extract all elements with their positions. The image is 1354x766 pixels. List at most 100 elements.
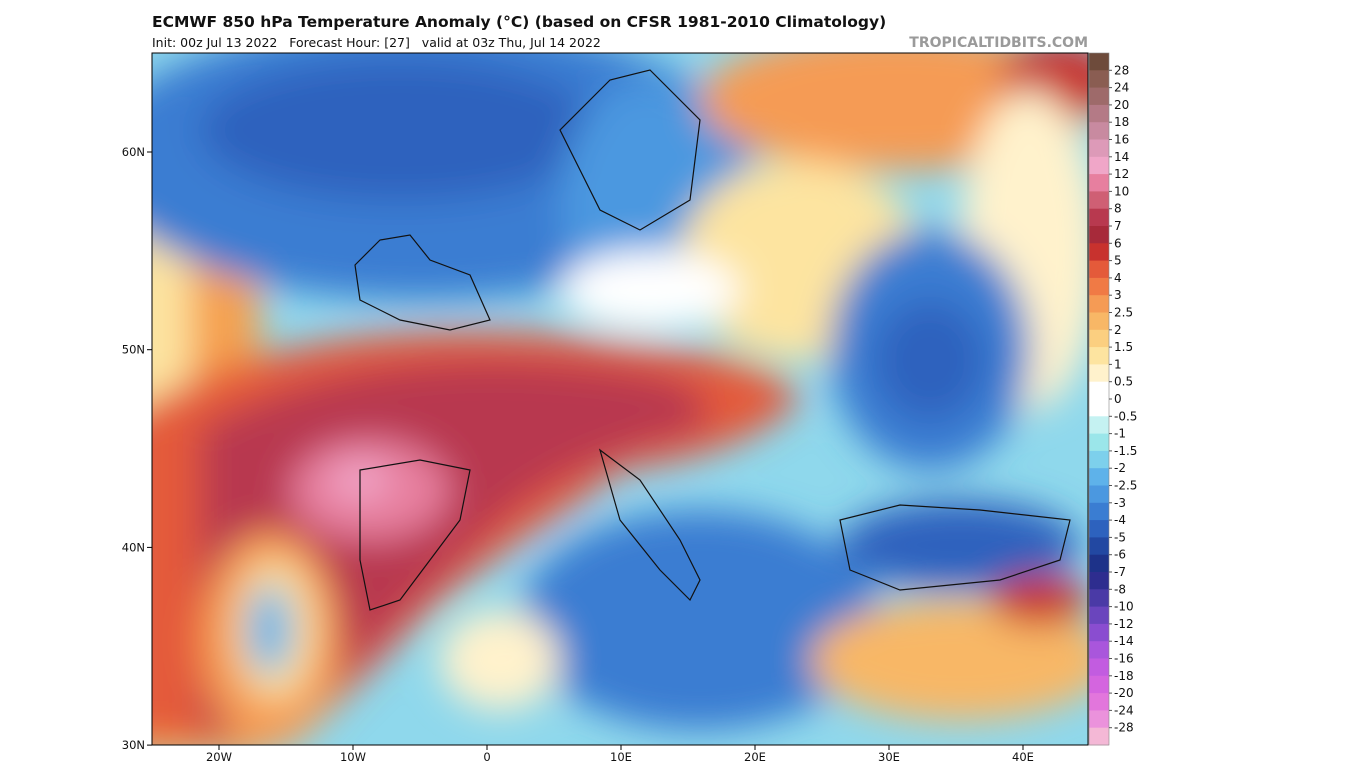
colorbar-label: -10 (1114, 600, 1134, 614)
field (200, 60, 600, 200)
colorbar-box (1089, 191, 1109, 210)
colorbar-box (1089, 243, 1109, 262)
colorbar-label: 18 (1114, 115, 1129, 129)
colorbar-label: -7 (1114, 565, 1126, 579)
colorbar-label: 3 (1114, 288, 1122, 302)
colorbar-box (1089, 623, 1109, 642)
colorbar-box (1089, 226, 1109, 244)
colorbar-box (1089, 174, 1109, 192)
coastline (598, 448, 701, 602)
credit: TROPICALTIDBITS.COM (909, 35, 1088, 51)
colorbar-label: 4 (1114, 271, 1122, 285)
lat-label: 30N (122, 738, 145, 752)
lat-label: 40N (122, 540, 145, 554)
colorbar-box (1089, 658, 1109, 677)
map (152, 53, 1088, 745)
colorbar-label: 2.5 (1114, 306, 1133, 320)
colorbar-label: 2 (1114, 323, 1122, 337)
subtitle: Init: 00z Jul 13 2022 Forecast Hour: [27… (152, 35, 601, 50)
colorbar-box (1089, 675, 1109, 694)
colorbar-box (1089, 347, 1109, 365)
colorbar-label: -16 (1114, 652, 1134, 666)
colorbar-box (1089, 329, 1109, 348)
colorbar-box (1089, 312, 1109, 331)
colorbar-box (1089, 87, 1109, 106)
colorbar-label: 10 (1114, 184, 1129, 198)
colorbar-label: 20 (1114, 98, 1129, 112)
colorbar-box (1089, 277, 1109, 296)
colorbar-label: 6 (1114, 236, 1122, 250)
colorbar-label: -20 (1114, 686, 1134, 700)
colorbar-label: 24 (1114, 81, 1129, 95)
colorbar-label: 1.5 (1114, 340, 1133, 354)
colorbar-label: 0.5 (1114, 375, 1133, 389)
field (840, 500, 1080, 590)
colorbar-label: -5 (1114, 530, 1126, 544)
lon-label: 30E (878, 750, 900, 762)
colorbar-box (1089, 122, 1109, 140)
colorbar-box (1089, 399, 1109, 417)
colorbar-box (1089, 589, 1109, 608)
colorbar-box (1089, 606, 1109, 625)
lon-label: 20W (206, 750, 232, 762)
colorbar-label: -3 (1114, 496, 1126, 510)
colorbar-box (1089, 295, 1109, 313)
colorbar-box (1089, 156, 1109, 175)
colorbar-label: 7 (1114, 219, 1122, 233)
colorbar-label: -28 (1114, 721, 1134, 735)
lat-label: 60N (122, 145, 145, 159)
colorbar-box (1089, 260, 1109, 279)
colorbar-box (1089, 727, 1109, 746)
colorbar: 28 24 20 18 16 14 12 10 8 7 6 5 4 3 2.5 2 1.5 1 0.5 0 -0.5 -1… (1088, 52, 1137, 746)
colorbar-box (1089, 433, 1109, 452)
coastline (839, 504, 1071, 591)
coastline (354, 234, 491, 331)
colorbar-label: 28 (1114, 63, 1129, 77)
colorbar-box (1089, 450, 1109, 469)
colorbar-label: -1.5 (1114, 444, 1137, 458)
map-frame (151, 52, 1089, 746)
colorbar-box (1089, 572, 1109, 590)
field (875, 300, 985, 420)
colorbar-box (1089, 70, 1109, 89)
colorbar-label: -18 (1114, 669, 1134, 683)
colorbar-box (1089, 381, 1109, 400)
colorbar-box (1089, 537, 1109, 556)
lon-label: 10E (610, 750, 632, 762)
colorbar-box (1089, 641, 1109, 659)
coastline (359, 459, 471, 611)
field (520, 510, 880, 730)
lon-label: 10W (340, 750, 366, 762)
coastlines (354, 69, 1071, 611)
field (440, 610, 560, 710)
colorbar-box (1089, 710, 1109, 729)
colorbar-box (1089, 485, 1109, 504)
colorbar-box (1089, 554, 1109, 573)
colorbar-label: -4 (1114, 513, 1126, 527)
colorbar-label: 8 (1114, 202, 1122, 216)
anomaly-field (152, 53, 1088, 745)
field (990, 575, 1088, 625)
coastline (559, 69, 701, 231)
axes: 60N 50N 40N 30N 20W 10W 0 10E 20E 30E 40E (122, 145, 1034, 764)
colorbar-label: 14 (1114, 150, 1129, 164)
lon-label: 40E (1012, 750, 1034, 762)
colorbar-box (1089, 520, 1109, 538)
colorbar-box (1089, 416, 1109, 435)
colorbar-label: -12 (1114, 617, 1134, 631)
colorbar-label: 0 (1114, 392, 1122, 406)
colorbar-label: -24 (1114, 703, 1134, 717)
field (810, 600, 1088, 720)
colorbar-box (1089, 468, 1109, 486)
colorbar-box (1089, 502, 1109, 521)
colorbar-label: 5 (1114, 254, 1122, 268)
colorbar-label: 12 (1114, 167, 1129, 181)
colorbar-box (1089, 104, 1109, 123)
colorbar-box (1089, 364, 1109, 383)
colorbar-label: -0.5 (1114, 409, 1137, 423)
colorbar-box (1089, 693, 1109, 711)
colorbar-label: -6 (1114, 548, 1126, 562)
field (560, 250, 740, 330)
lon-label: 20E (744, 750, 766, 762)
